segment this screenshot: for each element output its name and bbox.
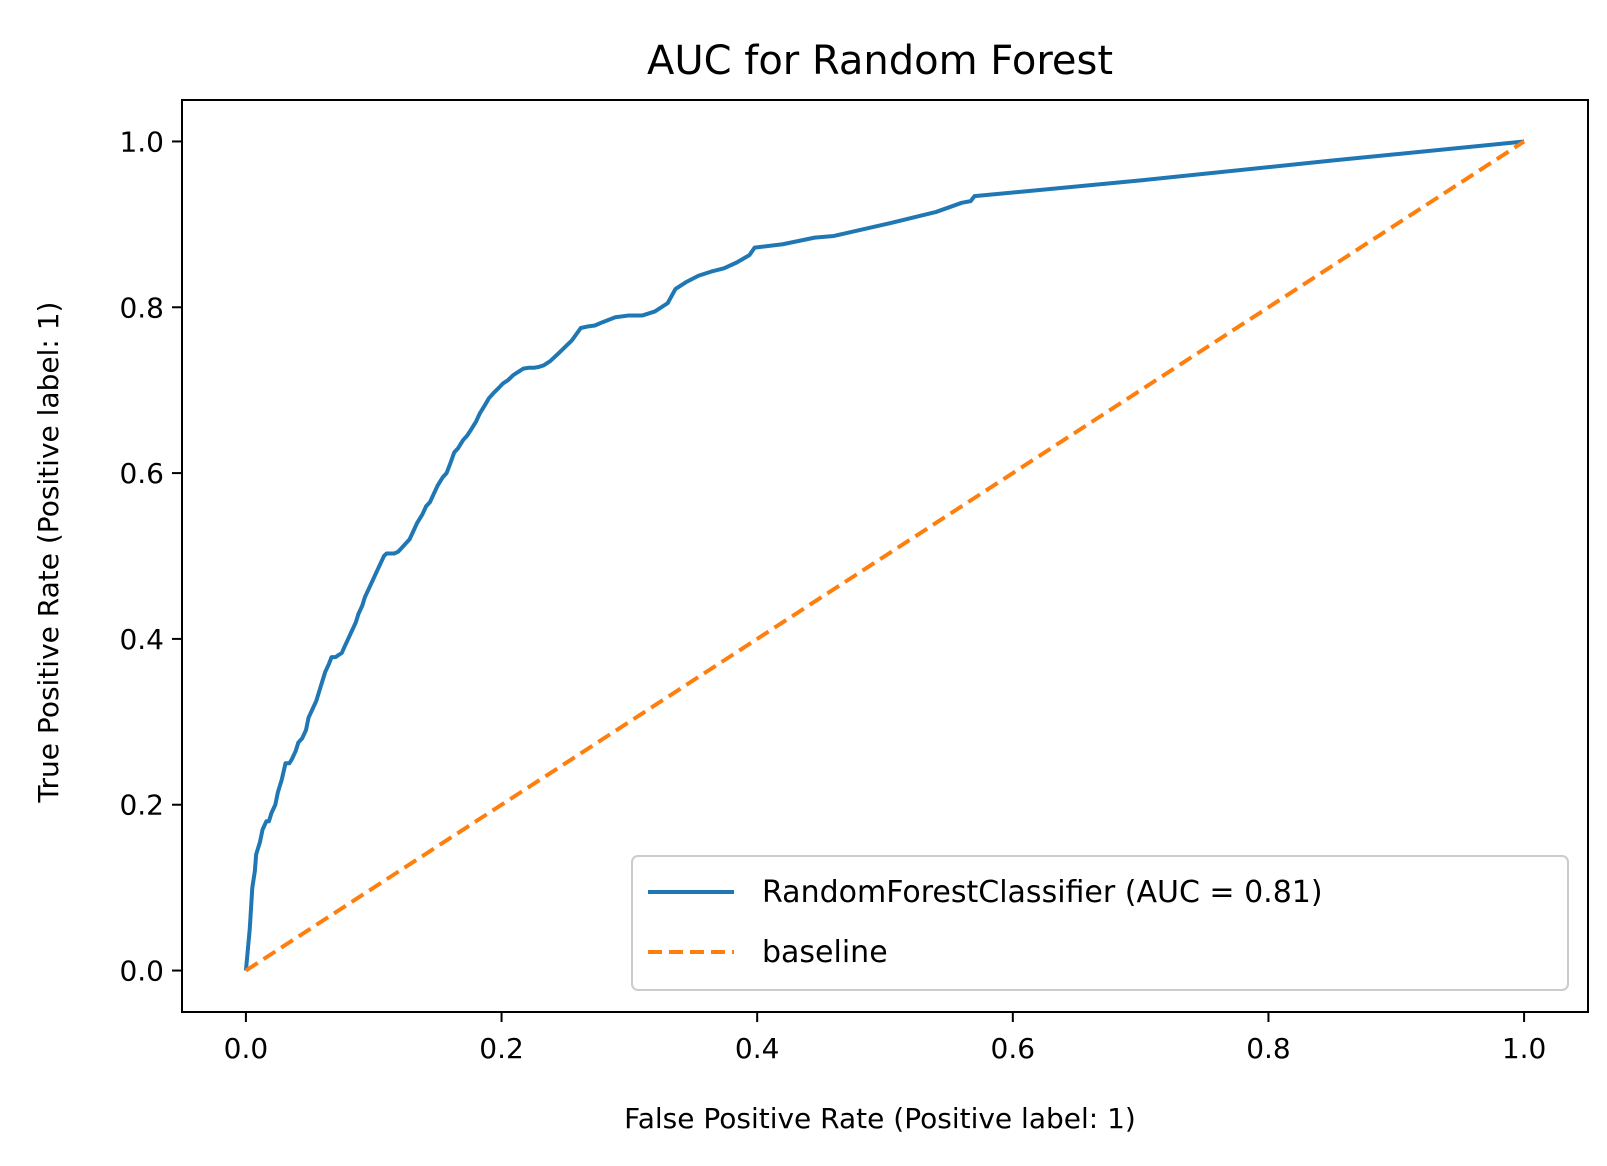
axes: 0.0 0.2 0.4 0.6 0.8 1.0 0.0 0.2 0.4 0.6 0.8 1.0 <box>119 99 1589 1065</box>
legend: RandomForestClassifier (AUC = 0.81) basel… <box>631 855 1569 991</box>
x-tick-label: 1.0 <box>1502 1032 1547 1065</box>
y-tick-label: 0.0 <box>119 955 164 988</box>
series-line-baseline <box>244 139 1526 973</box>
legend-label: baseline <box>762 935 888 970</box>
series-line-roc-curve <box>243 139 1525 971</box>
y-tick-label: 0.2 <box>119 789 164 822</box>
y-tick-label: 0.6 <box>119 457 164 490</box>
y-tick-label: 1.0 <box>119 125 164 158</box>
y-tick-label: 0.8 <box>119 291 164 324</box>
x-tick-label: 0.8 <box>1246 1032 1291 1065</box>
x-axis-label: False Positive Rate (Positive label: 1) <box>624 1102 1136 1135</box>
legend-box <box>631 855 1569 991</box>
y-tick-label: 0.4 <box>119 623 164 656</box>
axes-frame <box>181 99 1589 1013</box>
y-axis-label: True Positive Rate (Positive label: 1) <box>32 302 65 804</box>
chart-title: AUC for Random Forest <box>647 38 1113 84</box>
plot-area <box>243 139 1526 973</box>
legend-label: RandomForestClassifier (AUC = 0.81) <box>762 875 1323 910</box>
x-tick-label: 0.0 <box>224 1032 269 1065</box>
x-tick-label: 0.4 <box>735 1032 780 1065</box>
x-tick-label: 0.2 <box>479 1032 524 1065</box>
x-tick-label: 0.6 <box>991 1032 1036 1065</box>
